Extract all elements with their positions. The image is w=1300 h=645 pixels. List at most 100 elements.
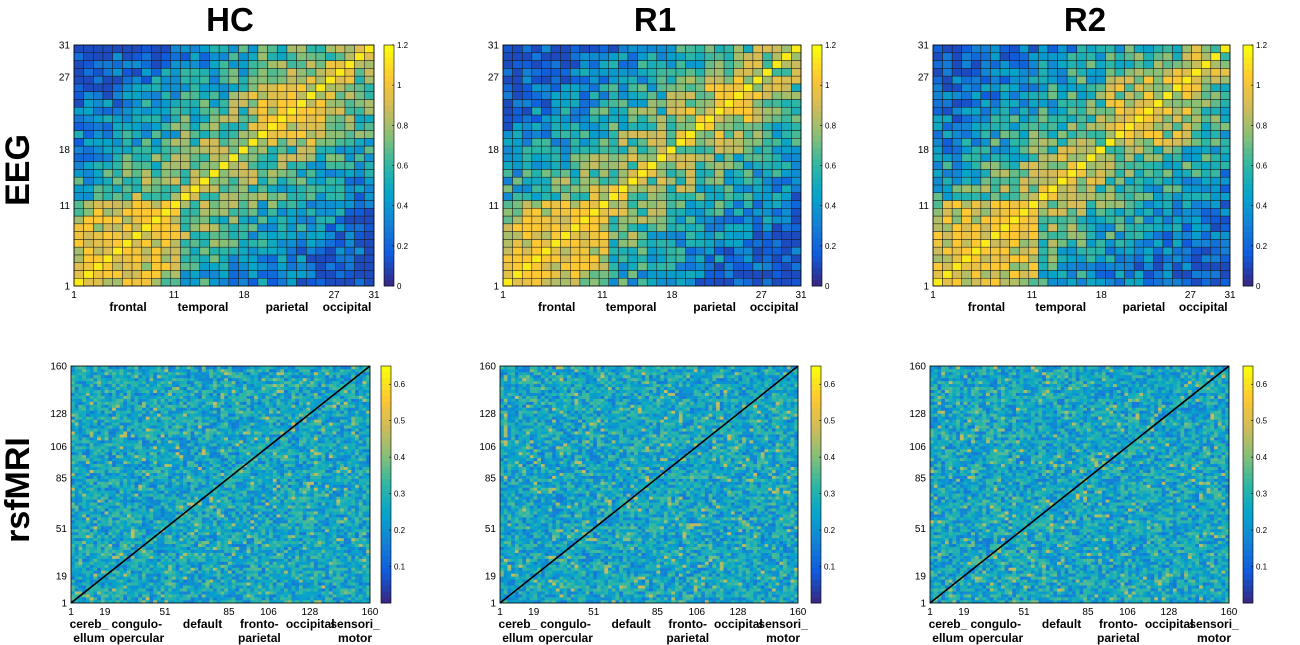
heatmap-cell xyxy=(990,123,1000,131)
heatmap-cell xyxy=(132,255,142,263)
heatmap-cell xyxy=(326,146,336,154)
heatmap-cell xyxy=(355,278,365,286)
heatmap-cell xyxy=(1000,131,1010,139)
heatmap-cell xyxy=(943,138,953,146)
heatmap-cell xyxy=(287,68,297,76)
heatmap-cell xyxy=(299,567,303,570)
heatmap-cell xyxy=(250,541,254,544)
heatmap-cell xyxy=(171,263,181,271)
heatmap-cell xyxy=(93,232,103,240)
heatmap-cell xyxy=(333,544,337,547)
heatmap-cell xyxy=(75,553,79,556)
heatmap-cell xyxy=(971,193,981,201)
heatmap-cell xyxy=(75,532,79,535)
heatmap-cell xyxy=(1173,162,1183,170)
heatmap-cell xyxy=(657,99,667,107)
heatmap-cell xyxy=(628,138,638,146)
heatmap-cell xyxy=(1115,107,1125,115)
heatmap-cell xyxy=(570,177,580,185)
heatmap-cell xyxy=(247,553,251,556)
heatmap-cell xyxy=(258,597,262,600)
heatmap-cell xyxy=(180,255,190,263)
heatmap-cell xyxy=(157,541,161,544)
heatmap-cell xyxy=(1067,76,1077,84)
heatmap-cell xyxy=(198,594,202,597)
heatmap-cell xyxy=(321,597,325,600)
heatmap-cell xyxy=(1086,185,1096,193)
heatmap-cell xyxy=(1192,278,1202,286)
heatmap-cell xyxy=(618,61,628,69)
heatmap-cell xyxy=(1058,92,1068,100)
heatmap-cell xyxy=(513,232,523,240)
heatmap-cell xyxy=(161,585,165,588)
heatmap-cell xyxy=(224,544,228,547)
heatmap-cell xyxy=(618,92,628,100)
heatmap-cell xyxy=(105,532,109,535)
heatmap-cell xyxy=(292,597,296,600)
heatmap-cell xyxy=(269,588,273,591)
heatmap-cell xyxy=(580,162,590,170)
heatmap-cell xyxy=(513,270,523,278)
heatmap-cell xyxy=(224,591,228,594)
heatmap-cell xyxy=(228,567,232,570)
heatmap-cell xyxy=(310,576,314,579)
colorbar-tick-label: 0.2 xyxy=(397,242,409,251)
heatmap-cell xyxy=(503,247,513,255)
heatmap-cell xyxy=(229,107,239,115)
heatmap-cell xyxy=(743,61,753,69)
heatmap-cell xyxy=(364,92,374,100)
heatmap-cell xyxy=(326,177,336,185)
heatmap-cell xyxy=(122,247,132,255)
heatmap-cell xyxy=(326,131,336,139)
heatmap-cell xyxy=(1029,154,1039,162)
heatmap-cell xyxy=(239,84,249,92)
heatmap-cell xyxy=(551,115,561,123)
heatmap-cell xyxy=(103,107,113,115)
heatmap-cell xyxy=(714,92,724,100)
heatmap-cell xyxy=(250,585,254,588)
heatmap-cell xyxy=(971,177,981,185)
heatmap-cell xyxy=(280,559,284,562)
heatmap-cell xyxy=(202,535,206,538)
heatmap-cell xyxy=(262,532,266,535)
heatmap-cell xyxy=(782,61,792,69)
heatmap-cell xyxy=(513,84,523,92)
heatmap-cell xyxy=(782,255,792,263)
heatmap-cell xyxy=(1067,239,1077,247)
heatmap-cell xyxy=(1105,61,1115,69)
heatmap-cell xyxy=(522,208,532,216)
heatmap-cell xyxy=(580,247,590,255)
heatmap-cell xyxy=(580,53,590,61)
heatmap-cell xyxy=(1038,115,1048,123)
heatmap-cell xyxy=(176,585,180,588)
heatmap-cell xyxy=(351,588,355,591)
heatmap-cell xyxy=(179,564,183,567)
heatmap-cell xyxy=(734,138,744,146)
heatmap-cell xyxy=(314,559,318,562)
heatmap-cell xyxy=(1125,200,1135,208)
heatmap-cell xyxy=(75,535,79,538)
heatmap-cell xyxy=(335,146,345,154)
heatmap-cell xyxy=(314,562,318,565)
heatmap-cell xyxy=(84,53,94,61)
heatmap-cell xyxy=(93,123,103,131)
heatmap-cell xyxy=(217,544,221,547)
heatmap-cell xyxy=(734,224,744,232)
heatmap-cell xyxy=(71,582,75,585)
heatmap-cell xyxy=(248,247,258,255)
heatmap-cell xyxy=(599,146,609,154)
heatmap-cell xyxy=(179,559,183,562)
heatmap-cell xyxy=(743,107,753,115)
heatmap-cell xyxy=(221,556,225,559)
heatmap-cell xyxy=(503,99,513,107)
heatmap-cell xyxy=(316,216,326,224)
heatmap-cell xyxy=(142,570,146,573)
heatmap-cell xyxy=(952,169,962,177)
heatmap-cell xyxy=(149,556,153,559)
heatmap-cell xyxy=(318,547,322,550)
heatmap-cell xyxy=(326,185,336,193)
heatmap-cell xyxy=(132,84,142,92)
heatmap-cell xyxy=(1105,76,1115,84)
heatmap-cell xyxy=(277,68,287,76)
heatmap-cell xyxy=(191,591,195,594)
